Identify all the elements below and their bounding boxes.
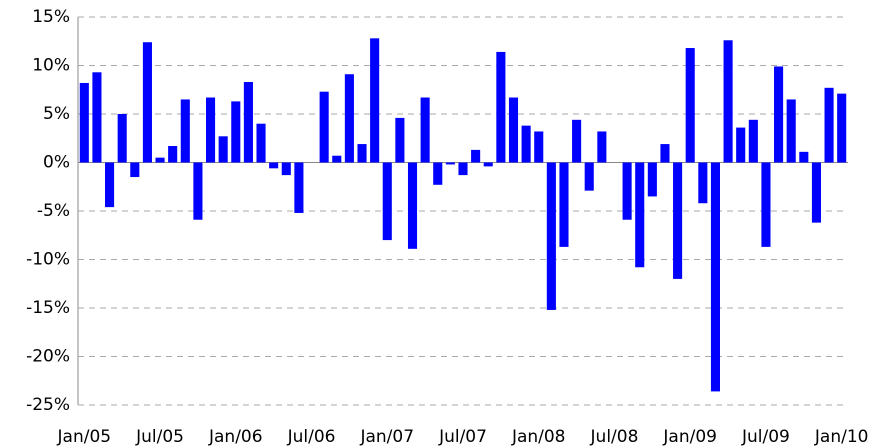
x-tick-label: Jul/07	[438, 427, 487, 447]
bar	[281, 162, 291, 176]
bar	[117, 114, 127, 163]
bar	[774, 66, 784, 163]
bar	[395, 117, 405, 163]
bar	[332, 155, 342, 163]
x-tick-label: Jul/05	[135, 427, 184, 447]
bar	[508, 97, 519, 163]
y-tick-label: 5%	[43, 104, 70, 124]
bar	[294, 162, 304, 213]
bar	[79, 82, 89, 163]
bar	[105, 162, 115, 208]
bar	[761, 162, 771, 247]
bar	[445, 162, 455, 165]
bar	[92, 72, 102, 163]
bar	[433, 162, 443, 185]
bar	[218, 136, 228, 163]
bar	[534, 131, 544, 163]
bar	[496, 51, 506, 163]
bar	[269, 162, 279, 169]
x-tick-label: Jan/08	[511, 427, 566, 447]
bar	[231, 101, 241, 163]
bar	[559, 162, 569, 247]
bar	[685, 48, 695, 163]
bar	[723, 40, 733, 163]
bar	[243, 81, 253, 163]
bar	[193, 162, 203, 220]
y-tick-label: 0%	[43, 153, 70, 173]
y-tick-label: -5%	[37, 201, 70, 221]
y-tick-label: -25%	[26, 395, 70, 415]
bar	[622, 162, 632, 220]
bar	[483, 162, 493, 167]
bar	[736, 127, 746, 163]
bar	[572, 119, 582, 163]
bar	[673, 162, 683, 279]
x-tick-label: Jul/06	[287, 427, 336, 447]
bar	[799, 151, 809, 163]
bar	[597, 131, 607, 163]
y-tick-label: 15%	[32, 7, 70, 27]
bar	[546, 162, 556, 310]
x-tick-label: Jan/06	[208, 427, 263, 447]
bar	[370, 38, 380, 163]
bar	[130, 162, 140, 178]
bar	[748, 119, 758, 163]
x-tick-label: Jan/05	[57, 427, 112, 447]
bar	[357, 144, 367, 163]
bar	[205, 97, 216, 163]
bar	[344, 74, 354, 163]
bar	[635, 162, 645, 268]
y-tick-label: 10%	[32, 56, 70, 76]
bar	[168, 146, 178, 163]
y-tick-label: -20%	[26, 347, 70, 367]
y-tick-label: -15%	[26, 298, 70, 318]
x-tick-label: Jul/09	[741, 427, 790, 447]
bar	[319, 91, 329, 163]
bar	[155, 157, 165, 163]
bar	[256, 123, 266, 163]
x-tick-label: Jan/10	[814, 427, 869, 447]
bar	[180, 99, 190, 163]
x-tick-label: Jul/08	[590, 427, 639, 447]
bar	[382, 162, 392, 241]
bar	[824, 87, 834, 163]
bar	[786, 99, 796, 163]
y-tick-label: -10%	[26, 250, 70, 270]
bar	[458, 162, 468, 176]
bar	[660, 144, 670, 163]
bar	[837, 93, 847, 163]
x-tick-label: Jan/07	[359, 427, 414, 447]
bar	[584, 162, 594, 191]
bar	[521, 125, 531, 163]
bar	[698, 162, 708, 204]
bar	[471, 149, 481, 163]
bar	[811, 162, 821, 223]
bar	[420, 97, 430, 163]
bar	[142, 42, 152, 163]
x-tick-label: Jan/09	[662, 427, 717, 447]
bar	[710, 162, 721, 392]
bar	[647, 162, 657, 197]
bar	[407, 162, 418, 249]
